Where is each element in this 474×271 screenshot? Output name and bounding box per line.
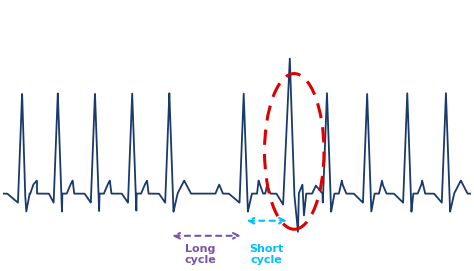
Text: Short
cycle: Short cycle: [250, 244, 284, 265]
Text: Long
cycle: Long cycle: [185, 244, 217, 265]
